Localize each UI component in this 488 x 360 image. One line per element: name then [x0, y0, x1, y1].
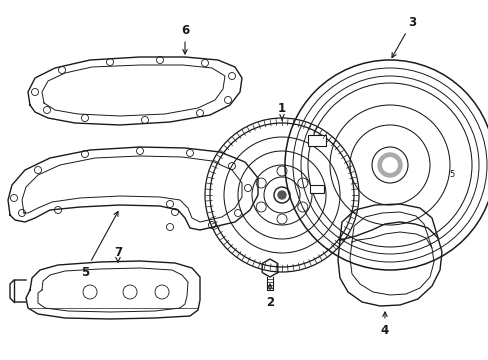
Circle shape	[377, 153, 401, 177]
FancyBboxPatch shape	[309, 185, 324, 193]
Circle shape	[381, 157, 397, 173]
Circle shape	[278, 191, 285, 199]
Text: 6: 6	[181, 23, 189, 54]
Text: 2: 2	[265, 284, 273, 309]
FancyBboxPatch shape	[307, 135, 325, 146]
Text: 5: 5	[81, 212, 118, 279]
Text: 1: 1	[277, 102, 285, 120]
Text: 4: 4	[380, 312, 388, 337]
Text: 3: 3	[391, 15, 415, 58]
Text: 7: 7	[114, 246, 122, 262]
Text: 5: 5	[448, 170, 454, 179]
